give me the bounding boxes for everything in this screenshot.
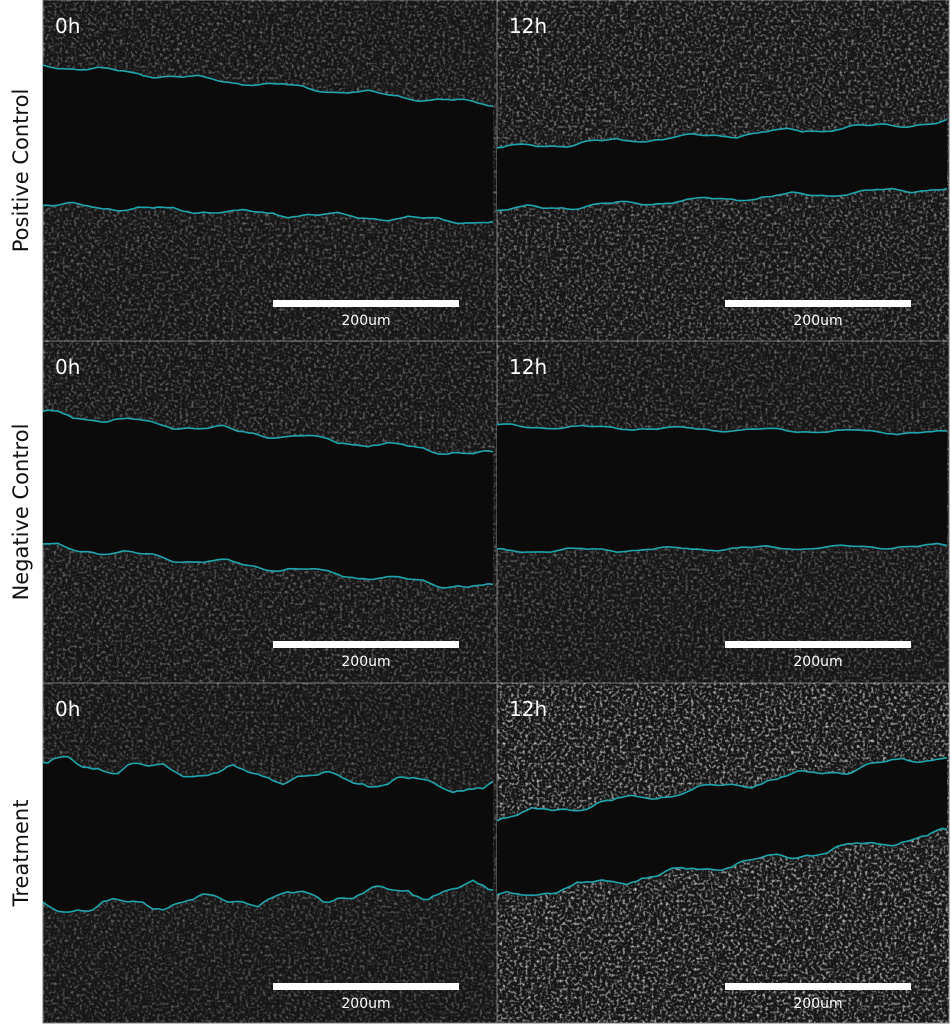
scale-bar (725, 641, 911, 648)
scale-bar (273, 641, 459, 648)
scratch-gap (43, 756, 493, 913)
scratch-gap (43, 65, 493, 224)
scale-label: 200um (793, 996, 842, 1012)
scale-bar (725, 300, 911, 307)
scale-bar (273, 983, 459, 990)
time-label: 0h (55, 697, 80, 721)
row-label: Positive Control (9, 89, 33, 253)
wound-edge (496, 118, 948, 149)
scale-label: 200um (341, 654, 390, 670)
wound-edge (42, 879, 494, 913)
micrograph-panel: 12h 200um (496, 0, 950, 342)
scratch-gap (43, 410, 493, 588)
wound-edge (496, 542, 948, 554)
wound-edge (42, 542, 494, 589)
micrograph-panel: 12h 200um (496, 340, 950, 684)
wound-edge (42, 409, 494, 455)
scale-label: 200um (793, 313, 842, 329)
time-label: 12h (509, 697, 547, 721)
wound-edge (42, 755, 494, 794)
scale-label: 200um (341, 313, 390, 329)
scale-bar (273, 300, 459, 307)
micrograph-panel: 0h 200um (42, 0, 498, 342)
row-label: Treatment (9, 800, 33, 908)
wound-edge (496, 827, 948, 896)
row-label: Negative Control (9, 424, 33, 601)
scratch-gap (497, 119, 947, 211)
scratch-gap (497, 757, 947, 896)
time-label: 12h (509, 14, 547, 38)
wound-edge (42, 201, 494, 225)
time-label: 12h (509, 355, 547, 379)
wound-edge (496, 187, 948, 212)
wound-edge (496, 423, 948, 436)
scale-bar (725, 983, 911, 990)
scratch-gap (497, 423, 947, 553)
micrograph-panel: 0h 200um (42, 682, 498, 1024)
scale-label: 200um (793, 654, 842, 670)
micrograph-panel: 12h 200um (496, 682, 950, 1024)
micrograph-panel: 0h 200um (42, 340, 498, 684)
wound-edge (42, 64, 494, 108)
scale-label: 200um (341, 996, 390, 1012)
wound-edge (496, 757, 948, 822)
time-label: 0h (55, 355, 80, 379)
time-label: 0h (55, 14, 80, 38)
